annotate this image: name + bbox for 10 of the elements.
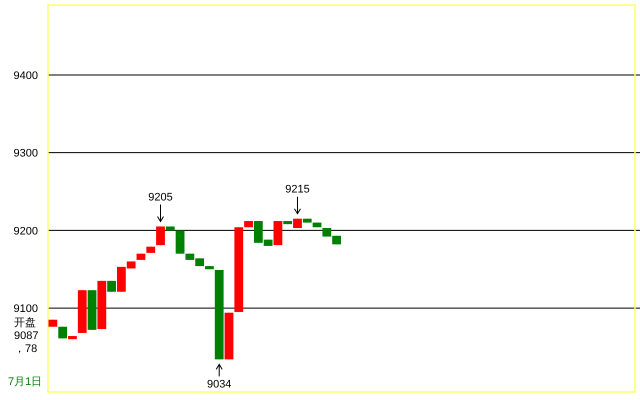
candlestick — [58, 326, 68, 339]
annotation: 9215 — [285, 184, 310, 196]
y-tick-label: 9300 — [14, 148, 38, 160]
y-tick-label: 9200 — [14, 225, 38, 238]
text: 7月1日 — [8, 376, 42, 388]
y-tick-label: 9100 — [14, 303, 38, 316]
y-tick-label: 9400 — [14, 70, 38, 82]
annotation: 9205 — [148, 191, 173, 204]
annotation: 9034 — [206, 378, 232, 390]
note: 开盘 9087 ，78 — [14, 317, 38, 356]
